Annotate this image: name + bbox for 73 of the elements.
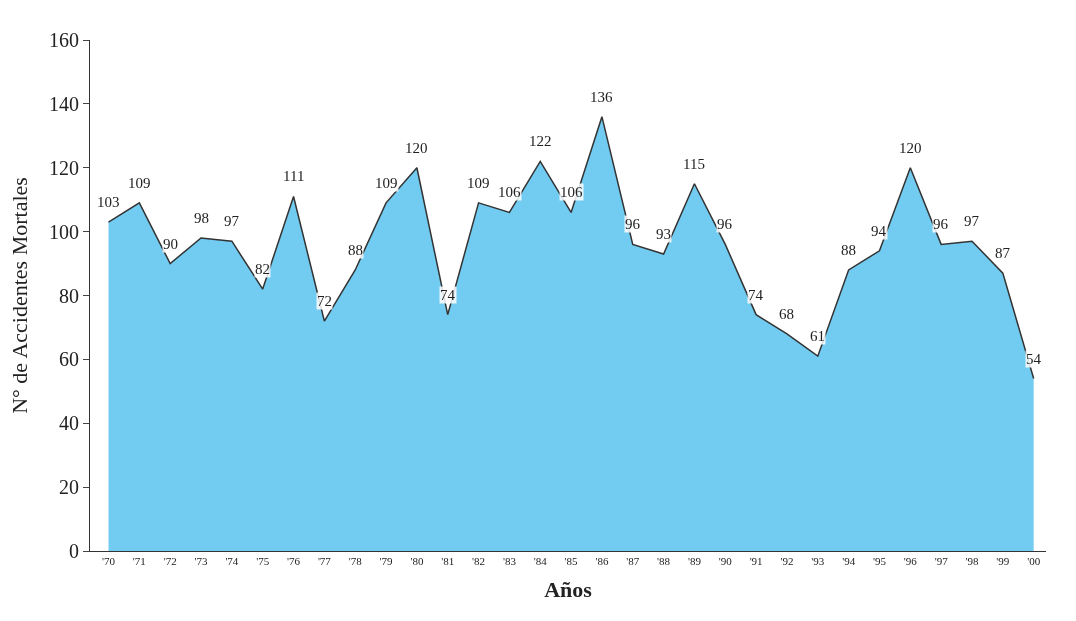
x-axis-title: Años xyxy=(544,577,593,603)
x-tick-label: '74 xyxy=(225,555,239,568)
data-label: 103 xyxy=(97,194,120,210)
data-label: 109 xyxy=(467,175,490,191)
x-tick-label: '72 xyxy=(163,555,177,568)
x-tick-label: '82 xyxy=(472,555,486,568)
x-tick-label: '99 xyxy=(996,555,1010,568)
data-label: 88 xyxy=(841,242,856,258)
x-tick-label: '77 xyxy=(317,555,332,568)
y-tick-label: 60 xyxy=(59,348,79,371)
x-tick-label: '80 xyxy=(410,555,424,568)
data-label: 96 xyxy=(625,216,641,232)
data-label: 109 xyxy=(375,175,398,191)
data-label: 120 xyxy=(899,140,922,156)
x-tick-label: '79 xyxy=(379,555,394,568)
x-tick-label: '86 xyxy=(595,555,609,568)
data-label: 87 xyxy=(995,245,1011,261)
data-label: 74 xyxy=(748,287,764,303)
y-tick-label: 100 xyxy=(49,220,79,243)
data-label: 54 xyxy=(1026,351,1042,367)
x-tick-label: '90 xyxy=(718,555,733,568)
data-label: 96 xyxy=(933,216,949,232)
x-tick-label: '70 xyxy=(102,555,116,568)
x-tick-label: '94 xyxy=(842,555,856,568)
data-label: 120 xyxy=(405,140,428,156)
x-tick-label: '85 xyxy=(564,555,579,568)
x-tick-label: '75 xyxy=(256,555,270,568)
x-tick-label: '89 xyxy=(687,555,702,568)
x-tick-label: '76 xyxy=(287,555,301,568)
data-label: 88 xyxy=(348,242,363,258)
y-tick-label: 0 xyxy=(69,540,79,562)
x-tick-label: '97 xyxy=(934,555,949,568)
y-tick-label: 20 xyxy=(59,476,79,499)
y-tick-label: 40 xyxy=(59,412,79,435)
x-tick-label: '95 xyxy=(872,555,887,568)
data-label: 74 xyxy=(440,287,456,303)
x-tick-label: '00 xyxy=(1027,555,1041,568)
x-tick-label: '92 xyxy=(780,555,794,568)
x-tick-label: '88 xyxy=(657,555,671,568)
data-label: 61 xyxy=(810,328,825,344)
y-tick-label: 80 xyxy=(59,284,79,307)
data-label: 136 xyxy=(590,89,613,105)
data-label: 82 xyxy=(255,261,270,277)
data-label: 72 xyxy=(317,293,332,309)
x-tick-label: '91 xyxy=(749,555,763,568)
data-label: 122 xyxy=(529,133,552,149)
x-tick-label: '96 xyxy=(903,555,918,568)
data-label: 106 xyxy=(498,184,521,200)
x-tick-label: '98 xyxy=(965,555,979,568)
x-tick-label: '73 xyxy=(194,555,209,568)
data-label: 98 xyxy=(194,210,209,226)
data-label: 94 xyxy=(871,223,887,239)
y-tick-label: 120 xyxy=(49,156,79,179)
data-label: 109 xyxy=(128,175,151,191)
x-tick-label: '83 xyxy=(502,555,517,568)
x-tick-label: '71 xyxy=(132,555,146,568)
x-tick-label: '84 xyxy=(533,555,548,568)
x-tick-label: '81 xyxy=(441,555,455,568)
data-label: 93 xyxy=(656,226,671,242)
x-tick-label: '78 xyxy=(348,555,363,568)
data-label: 106 xyxy=(560,184,583,200)
data-label: 90 xyxy=(163,236,178,252)
y-tick-label: 140 xyxy=(49,92,79,115)
x-tick-label: '87 xyxy=(626,555,640,568)
x-tick-label: '93 xyxy=(811,555,825,568)
data-label: 96 xyxy=(717,216,733,232)
y-tick-label: 160 xyxy=(49,29,79,51)
data-label: 97 xyxy=(224,213,240,229)
data-label: 68 xyxy=(779,306,794,322)
data-label: 97 xyxy=(964,213,980,229)
data-label: 111 xyxy=(283,168,305,184)
data-label: 115 xyxy=(683,156,705,172)
y-axis-title: N° de Accidentes Mortales xyxy=(6,177,32,414)
